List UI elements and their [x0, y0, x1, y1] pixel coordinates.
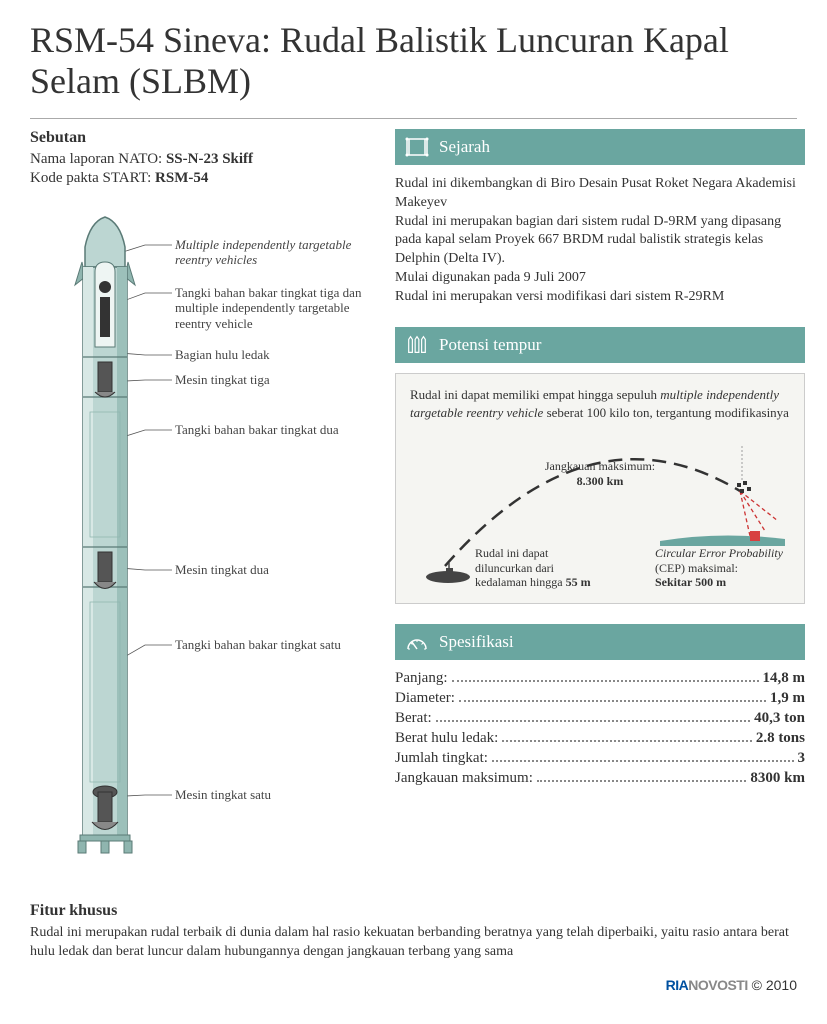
features-text: Rudal ini merupakan rudal terbaik di dun…	[30, 924, 797, 962]
combat-lead: Rudal ini dapat memiliki empat hingga se…	[410, 386, 790, 421]
history-line: Mulai digunakan pada 9 Juli 2007	[395, 269, 805, 288]
missile-callout: Multiple independently targetable reentr…	[175, 237, 365, 268]
trajectory-diagram: Jangkauan maksimum: 8.300 km Rudal ini d…	[410, 431, 790, 591]
brand-novosti: NOVOSTI	[688, 977, 748, 993]
combat-header: Potensi tempur	[395, 327, 805, 363]
spec-label: Jumlah tingkat:	[395, 750, 488, 767]
missile-callout: Tangki bahan bakar tingkat satu	[175, 637, 365, 653]
missile-callout: Mesin tingkat satu	[175, 787, 365, 803]
missile-callout: Tangki bahan bakar tingkat dua	[175, 422, 365, 438]
copyright: © 2010	[748, 977, 797, 993]
history-line: Rudal ini merupakan versi modifikasi dar…	[395, 288, 805, 307]
divider	[30, 118, 797, 119]
depth-label: Rudal ini dapat diluncurkan dari kedalam…	[475, 546, 605, 589]
range-value: 8.300 km	[577, 474, 624, 488]
spec-row: Jangkauan maksimum: 8300 km	[395, 770, 805, 787]
nato-label: Nama laporan NATO:	[30, 151, 166, 167]
history-text: Rudal ini dikembangkan di Biro Desain Pu…	[395, 175, 805, 307]
combat-title: Potensi tempur	[439, 335, 541, 355]
spec-label: Jangkauan maksimum:	[395, 770, 533, 787]
combat-box: Rudal ini dapat memiliki empat hingga se…	[395, 373, 805, 604]
spec-label: Diameter:	[395, 690, 455, 707]
spec-value: 2.8 tons	[756, 730, 805, 747]
cep-rest: (CEP) maksimal:	[655, 561, 738, 575]
specs-title: Spesifikasi	[439, 632, 514, 652]
designation-heading: Sebutan	[30, 129, 370, 147]
range-label-text: Jangkauan maksimum:	[545, 459, 655, 473]
history-line: Rudal ini dikembangkan di Biro Desain Pu…	[395, 175, 805, 213]
nato-name: Nama laporan NATO: SS-N-23 Skiff	[30, 151, 370, 168]
features-heading: Fitur khusus	[30, 902, 797, 920]
missile-diagram: Multiple independently targetable reentr…	[30, 207, 370, 887]
spec-table: Panjang: 14,8 m Diameter: 1,9 m Berat: 40,3 t…	[395, 670, 805, 787]
spec-row: Berat hulu ledak: 2.8 tons	[395, 730, 805, 747]
spec-label: Berat:	[395, 710, 432, 727]
features-block: Fitur khusus Rudal ini merupakan rudal t…	[30, 902, 797, 962]
cep-value: Sekitar 500 m	[655, 575, 726, 589]
history-header: Sejarah	[395, 129, 805, 165]
spec-dots	[452, 680, 759, 682]
spec-dots	[502, 740, 752, 742]
left-column: Sebutan Nama laporan NATO: SS-N-23 Skiff…	[30, 129, 370, 887]
spec-row: Berat: 40,3 ton	[395, 710, 805, 727]
specs-header: Spesifikasi	[395, 624, 805, 660]
missile-callout: Tangki bahan bakar tingkat tiga dan mult…	[175, 285, 365, 332]
history-title: Sejarah	[439, 137, 490, 157]
spec-dots	[436, 720, 751, 722]
combat-lead-after: seberat 100 kilo ton, tergantung modifik…	[543, 405, 789, 420]
range-label: Jangkauan maksimum: 8.300 km	[525, 459, 675, 488]
start-value: RSM-54	[155, 170, 208, 186]
scroll-icon	[405, 135, 429, 159]
spec-row: Panjang: 14,8 m	[395, 670, 805, 687]
spec-row: Diameter: 1,9 m	[395, 690, 805, 707]
missile-callout: Mesin tingkat tiga	[175, 372, 365, 388]
history-line: Rudal ini merupakan bagian dari sistem r…	[395, 213, 805, 270]
nato-value: SS-N-23 Skiff	[166, 151, 253, 167]
depth-text: Rudal ini dapat diluncurkan dari kedalam…	[475, 546, 566, 589]
spec-label: Berat hulu ledak:	[395, 730, 498, 747]
start-code: Kode pakta START: RSM-54	[30, 170, 370, 187]
spec-label: Panjang:	[395, 670, 448, 687]
right-column: Sejarah Rudal ini dikembangkan di Biro D…	[395, 129, 805, 887]
spec-value: 3	[798, 750, 806, 767]
missile-callout: Bagian hulu ledak	[175, 347, 365, 363]
main-columns: Sebutan Nama laporan NATO: SS-N-23 Skiff…	[30, 129, 797, 887]
spec-value: 14,8 m	[763, 670, 806, 687]
spec-dots	[459, 700, 766, 702]
spec-value: 8300 km	[750, 770, 805, 787]
missile-callout: Mesin tingkat dua	[175, 562, 365, 578]
depth-value: 55 m	[566, 575, 591, 589]
spec-dots	[537, 780, 747, 782]
cep-italic: Circular Error Probability	[655, 546, 783, 560]
cep-label: Circular Error Probability (CEP) maksima…	[655, 546, 795, 589]
page-title: RSM-54 Sineva: Rudal Balistik Luncuran K…	[30, 20, 797, 103]
brand-ria: RIA	[666, 977, 689, 993]
spec-value: 1,9 m	[770, 690, 805, 707]
spec-row: Jumlah tingkat: 3	[395, 750, 805, 767]
combat-lead-before: Rudal ini dapat memiliki empat hingga se…	[410, 387, 660, 402]
designation-block: Sebutan Nama laporan NATO: SS-N-23 Skiff…	[30, 129, 370, 187]
footer: RIANOVOSTI © 2010	[30, 977, 797, 993]
start-label: Kode pakta START:	[30, 170, 155, 186]
spec-dots	[492, 760, 794, 762]
gauge-icon	[405, 630, 429, 654]
spec-value: 40,3 ton	[754, 710, 805, 727]
warheads-icon	[405, 333, 429, 357]
